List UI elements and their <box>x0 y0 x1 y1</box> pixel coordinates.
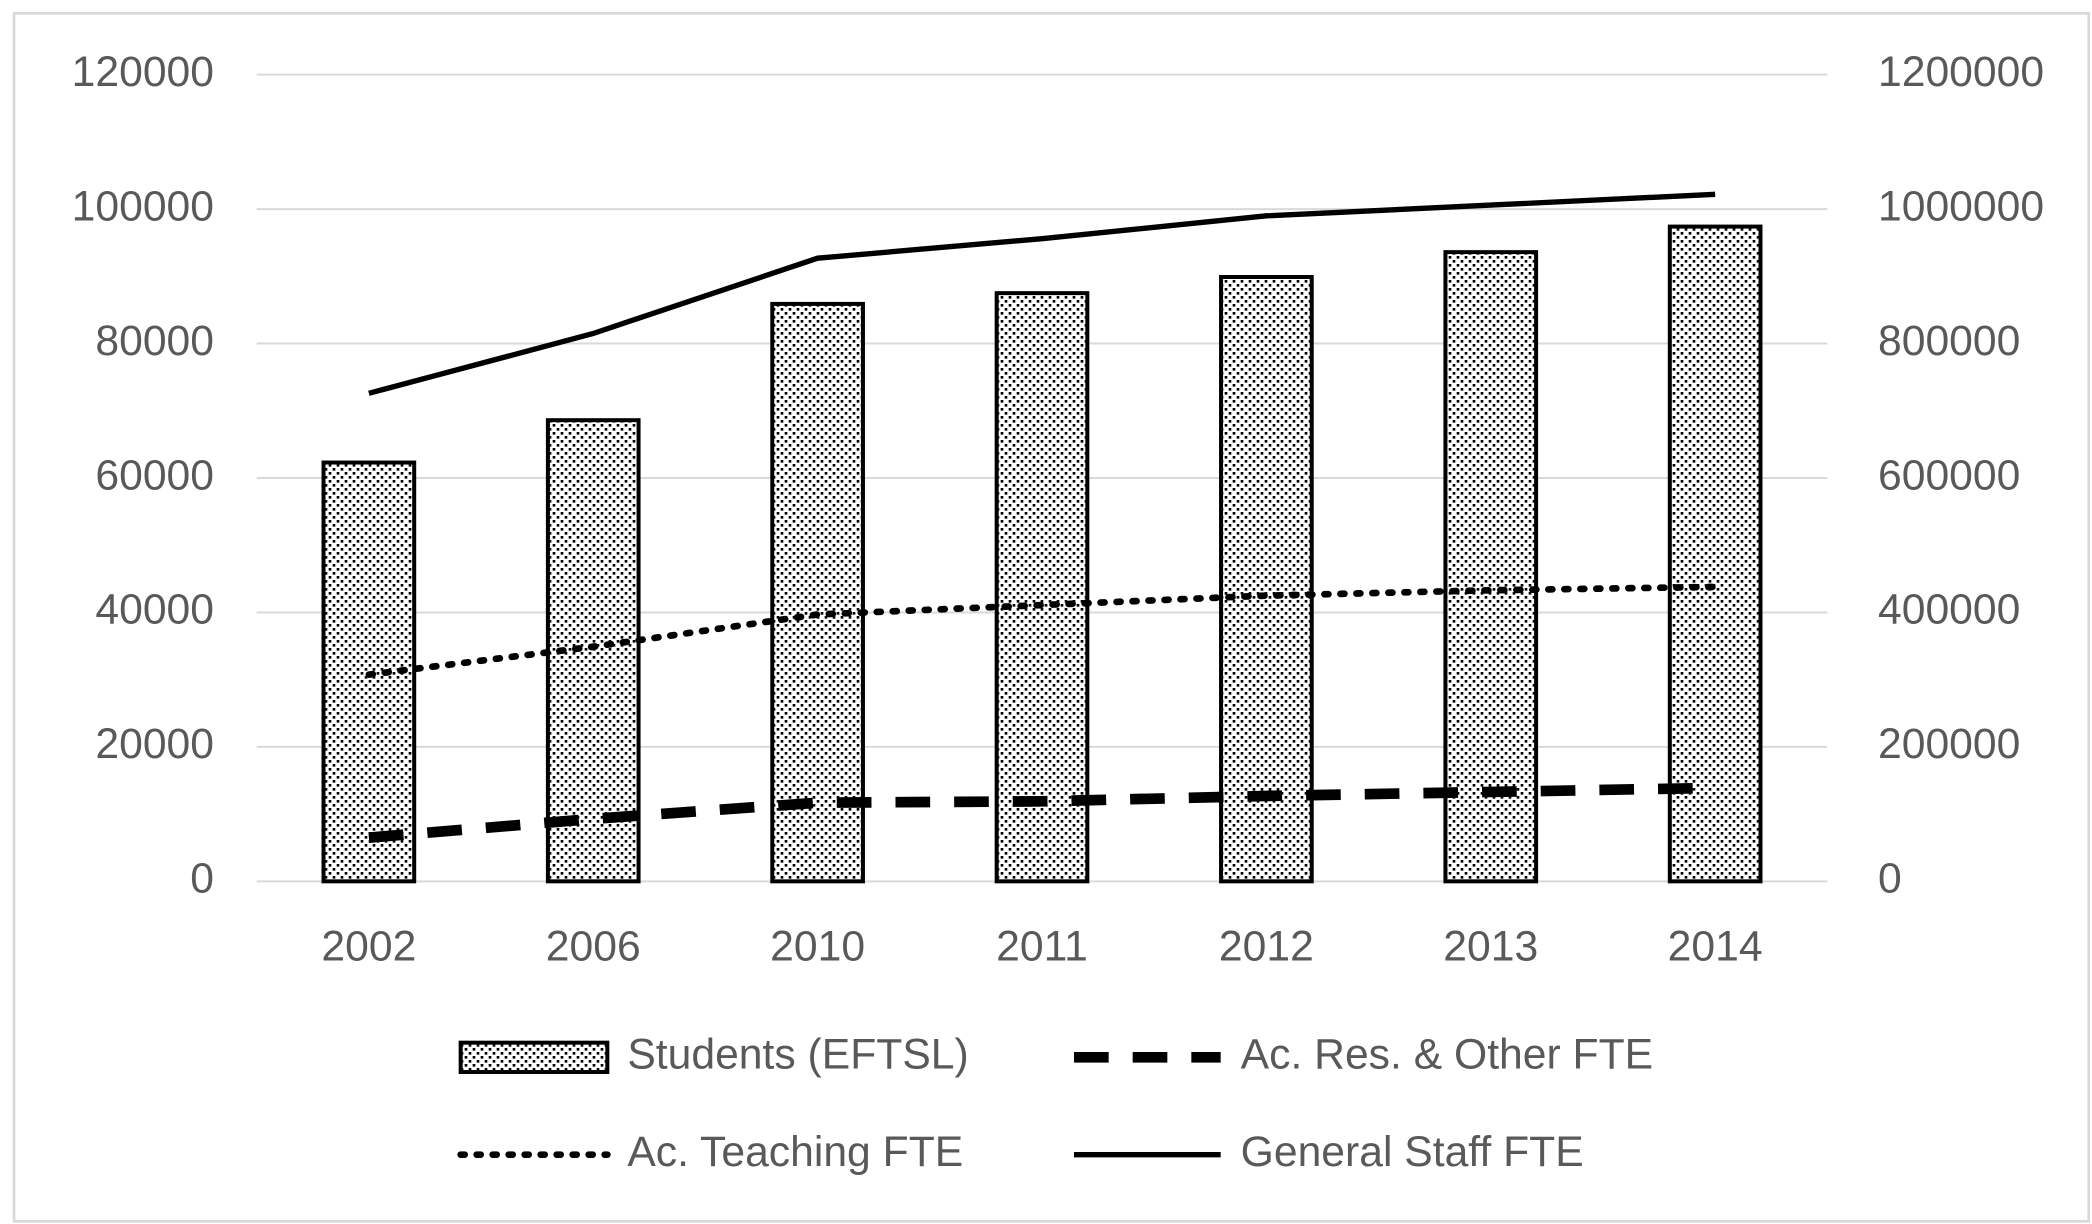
y-tick-label: 80000 <box>95 317 214 365</box>
legend-label: Ac. Res. & Other FTE <box>1241 1031 1653 1079</box>
x-tick-label: 2012 <box>1219 923 1314 971</box>
line-series <box>365 583 1719 678</box>
y-tick-label: 40000 <box>95 586 214 634</box>
x-tick-label: 2006 <box>546 923 641 971</box>
y-tick-label: 120000 <box>72 48 214 96</box>
x-tick-label: 2011 <box>996 923 1088 971</box>
y2-tick-label: 1200000 <box>1878 48 2044 96</box>
y-tick-label: 60000 <box>95 451 214 499</box>
y2-tick-label: 200000 <box>1878 720 2020 768</box>
y-tick-label: 20000 <box>95 720 214 768</box>
bar <box>994 291 1090 884</box>
y-tick-label: 100000 <box>72 182 214 230</box>
y2-tick-label: 0 <box>1878 855 1902 903</box>
legend-label: General Staff FTE <box>1241 1128 1584 1176</box>
y2-tick-label: 1000000 <box>1878 182 2044 230</box>
y2-tick-label: 800000 <box>1878 317 2020 365</box>
x-tick-label: 2010 <box>770 923 865 971</box>
y2-tick-label: 600000 <box>1878 451 2020 499</box>
x-tick-label: 2002 <box>321 923 416 971</box>
x-tick-label: 2014 <box>1668 923 1763 971</box>
legend-label: Students (EFTSL) <box>627 1031 968 1079</box>
y2-tick-label: 400000 <box>1878 586 2020 634</box>
line-series <box>368 191 1716 396</box>
legend-swatch <box>458 1040 610 1074</box>
bar <box>1667 224 1763 884</box>
legend-label: Ac. Teaching FTE <box>627 1128 963 1176</box>
bar <box>1219 275 1314 884</box>
y-tick-label: 0 <box>190 855 214 903</box>
chart-frame <box>12 11 2090 1223</box>
bar <box>1443 250 1539 884</box>
x-tick-label: 2013 <box>1443 923 1538 971</box>
line-series <box>368 782 1716 843</box>
bar <box>770 301 865 884</box>
